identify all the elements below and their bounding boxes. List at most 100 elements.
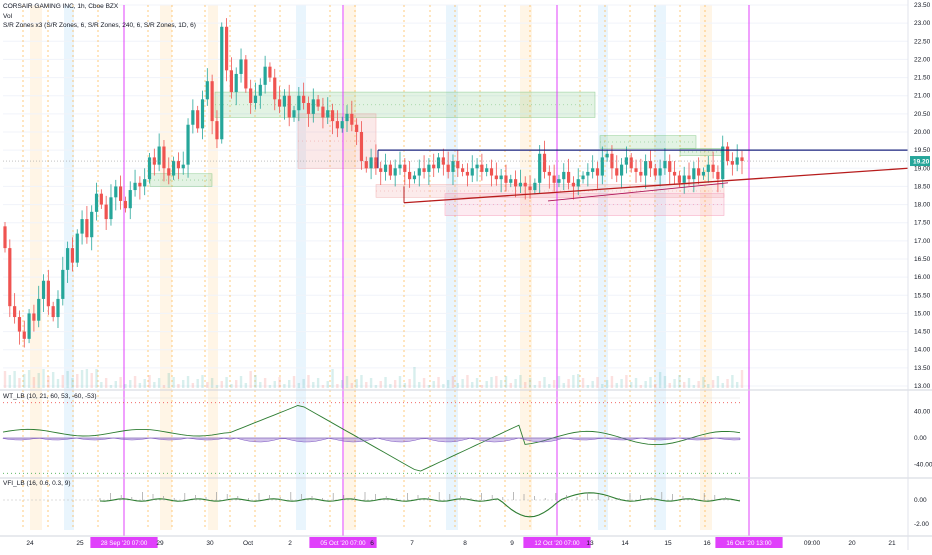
volume-bar [533, 385, 537, 388]
volume-bar [129, 380, 132, 388]
candle [422, 168, 426, 172]
volume-bar [8, 375, 12, 388]
volume-bar [543, 377, 546, 388]
volume-bar [206, 382, 209, 388]
price-tick-label: 18.50 [914, 183, 931, 190]
candle [196, 110, 200, 129]
volume-bar [100, 382, 103, 388]
x-tick-label: 29 [156, 540, 164, 547]
volume-bar [273, 381, 276, 388]
volume-bar [230, 384, 233, 388]
volume-bar [630, 382, 633, 388]
candle [711, 164, 715, 172]
volume-bar [490, 377, 493, 388]
volume-bar [76, 374, 79, 388]
volume-bar [572, 375, 575, 388]
candle [224, 26, 229, 71]
volume-bar [27, 370, 31, 388]
volume-bar [138, 383, 142, 388]
candle [408, 171, 412, 180]
candle [624, 157, 628, 165]
volume-bar [471, 382, 474, 388]
volume-bar [562, 383, 565, 388]
candle [330, 110, 335, 122]
last-price-label: 19.20 [913, 159, 930, 166]
price-tick-label: 14.50 [914, 329, 931, 336]
candle [528, 186, 532, 191]
volume-bar [620, 379, 623, 388]
volume-bar [649, 377, 652, 388]
volume-bar [37, 373, 40, 388]
price-tick-label: 17.50 [914, 220, 931, 227]
volume-bar [427, 385, 431, 388]
volume-bar [504, 376, 508, 388]
volume-bar [51, 372, 55, 388]
price-tick-label: 13.00 [914, 383, 931, 390]
candle [80, 219, 84, 234]
volume-bar [95, 369, 98, 388]
volume-bar [278, 377, 281, 388]
x-tick-label: 25 [76, 540, 84, 547]
volume-bar [413, 367, 416, 388]
candle [571, 182, 576, 187]
candle [610, 153, 614, 169]
volume-bar [610, 376, 614, 388]
candle [258, 84, 262, 96]
volume-bar [162, 385, 166, 388]
volume-bar [345, 376, 349, 388]
volume-bar [408, 379, 411, 388]
x-tick-label: 21 [888, 540, 896, 547]
candle [90, 211, 94, 238]
volume-bar [312, 382, 315, 388]
volume-bar [451, 376, 455, 388]
sr-zone [679, 148, 725, 156]
x-tick-label: 15 [664, 540, 672, 547]
wt-tick-label: 0.00 [914, 435, 927, 442]
volume-bar [389, 384, 392, 388]
x-highlight-badge [715, 537, 783, 548]
volume-bar [461, 379, 464, 388]
volume-bar [432, 381, 435, 388]
volume-legend: Vol [3, 13, 13, 20]
volume-bar [292, 376, 296, 388]
volume-bar [336, 384, 339, 388]
candle [730, 161, 734, 165]
volume-bar [191, 383, 195, 388]
price-tick-label: 14.00 [914, 347, 931, 354]
session-band [654, 5, 666, 530]
candle [465, 171, 470, 176]
x-tick-label: Oct [243, 540, 253, 547]
volume-bar [446, 380, 450, 388]
volume-bar [480, 385, 484, 388]
wt-tick-label: -40.00 [914, 462, 932, 469]
volume-bar [225, 377, 228, 388]
candle [176, 161, 181, 169]
support-trend [547, 182, 729, 202]
volume-bar [263, 378, 267, 388]
volume-bar [119, 377, 122, 388]
volume-bar [697, 381, 700, 388]
candle [721, 146, 725, 180]
vfi-line [99, 492, 741, 518]
session-band [700, 5, 712, 530]
candle [475, 164, 479, 169]
price-tick-label: 15.00 [914, 310, 931, 317]
candle [123, 200, 128, 209]
volume-bar [316, 378, 320, 388]
price-tick-label: 15.50 [914, 292, 931, 299]
volume-bar [210, 378, 214, 388]
volume-bar [235, 380, 238, 388]
volume-bar [61, 375, 65, 388]
volume-bar [220, 381, 223, 388]
volume-bar [369, 378, 373, 388]
candle [17, 317, 22, 332]
volume-bar [244, 383, 248, 388]
volume-bar [442, 384, 445, 388]
x-tick-label: 09:00 [804, 540, 821, 547]
x-highlight-label: 12 Oct '20 07:00 [534, 540, 580, 547]
candle [562, 171, 566, 180]
candle [388, 164, 392, 176]
candle [220, 26, 224, 140]
volume-bar [596, 377, 599, 388]
